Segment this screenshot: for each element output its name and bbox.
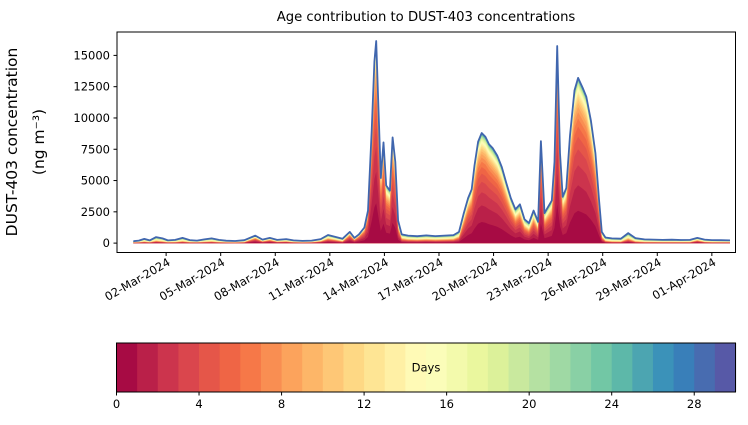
colorbar-segment xyxy=(322,343,345,392)
y-axis-label: DUST-403 concentration (ng m⁻³) xyxy=(3,48,48,237)
colorbar-segment xyxy=(446,343,468,392)
age-layer xyxy=(133,41,730,244)
colorbar-segment xyxy=(178,343,200,392)
y-tick-label: 2500 xyxy=(81,205,110,219)
age-layer xyxy=(133,47,730,244)
y-tick-label: 7500 xyxy=(81,142,110,156)
colorbar-segment xyxy=(364,343,386,392)
colorbar-tick-label: 12 xyxy=(357,397,372,411)
age-layer xyxy=(133,54,730,244)
colorbar-segment xyxy=(591,343,613,392)
colorbar-segment xyxy=(137,343,159,392)
age-layer xyxy=(133,99,730,244)
age-layer xyxy=(133,49,730,244)
age-layer xyxy=(133,81,730,244)
y-tick-label: 12500 xyxy=(73,80,110,94)
colorbar-segment xyxy=(611,343,633,392)
plot-area: 0 2500 5000 7500 10000 12500 15000 02-Mar-2024… xyxy=(73,31,736,304)
age-layer xyxy=(133,111,730,244)
age-layer xyxy=(133,48,730,244)
colorbar-frame xyxy=(116,342,736,393)
age-layer xyxy=(133,43,730,244)
colorbar-tick-label: 8 xyxy=(278,397,285,411)
age-layer xyxy=(133,51,730,244)
colorbar-segment xyxy=(343,343,365,392)
colorbar-tick-label: 24 xyxy=(604,397,619,411)
colorbar-ticks: 0 4 8 12 16 20 24 28 xyxy=(113,392,702,411)
colorbar-segment xyxy=(467,343,489,392)
age-layer xyxy=(133,45,730,244)
age-layer xyxy=(133,56,730,244)
age-layer xyxy=(133,62,730,244)
colorbar-segment xyxy=(487,343,510,392)
colorbar-segment xyxy=(157,343,179,392)
colorbar-segment xyxy=(570,343,592,392)
y-axis-label-line2: (ng m⁻³) xyxy=(30,109,48,175)
age-layer xyxy=(133,52,730,244)
y-tick-label: 10000 xyxy=(73,111,110,125)
y-axis: 0 2500 5000 7500 10000 12500 15000 xyxy=(73,48,117,250)
colorbar: Days 0 4 8 12 16 20 24 28 xyxy=(113,342,737,411)
plot-frame xyxy=(116,31,736,253)
age-layer xyxy=(133,59,730,244)
y-tick-label: 5000 xyxy=(81,174,110,188)
colorbar-segment xyxy=(652,343,675,392)
age-layer xyxy=(133,146,730,244)
colorbar-segment xyxy=(116,343,138,392)
age-layer xyxy=(133,41,730,244)
age-layer xyxy=(133,127,730,244)
colorbar-segment xyxy=(694,343,716,392)
colorbar-segment xyxy=(219,343,241,392)
y-tick-label: 0 xyxy=(103,236,110,250)
colorbar-segment xyxy=(384,343,406,392)
colorbar-tick-label: 20 xyxy=(522,397,537,411)
age-layer xyxy=(133,44,730,244)
colorbar-segment xyxy=(302,343,324,392)
colorbar-tick-label: 28 xyxy=(687,397,702,411)
age-layer xyxy=(133,171,730,244)
age-layer xyxy=(133,89,730,244)
colorbar-tick-label: 4 xyxy=(195,397,202,411)
age-layer xyxy=(133,41,730,244)
age-layer xyxy=(133,203,730,244)
colorbar-segment xyxy=(714,343,737,392)
colorbar-segment xyxy=(508,343,530,392)
age-layer xyxy=(133,70,730,244)
colorbar-segment xyxy=(632,343,654,392)
colorbar-segment xyxy=(529,343,551,392)
age-layer xyxy=(133,65,730,244)
total-concentration-line xyxy=(133,40,731,243)
colorbar-tick-label: 16 xyxy=(439,397,454,411)
colorbar-label: Days xyxy=(412,361,441,375)
colorbar-segment xyxy=(240,343,262,392)
colorbar-segments xyxy=(116,343,737,392)
colorbar-segment xyxy=(281,343,303,392)
colorbar-segment xyxy=(673,343,695,392)
age-layer xyxy=(133,42,730,244)
colorbar-segment xyxy=(549,343,572,392)
age-layer xyxy=(133,42,730,244)
age-layer xyxy=(133,41,730,244)
y-axis-label-line1: DUST-403 concentration xyxy=(3,48,21,237)
colorbar-segment xyxy=(405,343,427,392)
age-layer xyxy=(133,75,730,244)
x-axis: 02-Mar-202405-Mar-202408-Mar-202411-Mar-… xyxy=(102,252,718,304)
colorbar-segment xyxy=(199,343,221,392)
colorbar-segment xyxy=(426,343,448,392)
chart-title: Age contribution to DUST-403 concentrati… xyxy=(277,10,576,25)
stacked-age-layers xyxy=(133,41,730,244)
colorbar-segment xyxy=(260,343,283,392)
age-layer xyxy=(133,45,730,244)
colorbar-tick-label: 0 xyxy=(113,397,120,411)
y-tick-label: 15000 xyxy=(73,48,110,62)
